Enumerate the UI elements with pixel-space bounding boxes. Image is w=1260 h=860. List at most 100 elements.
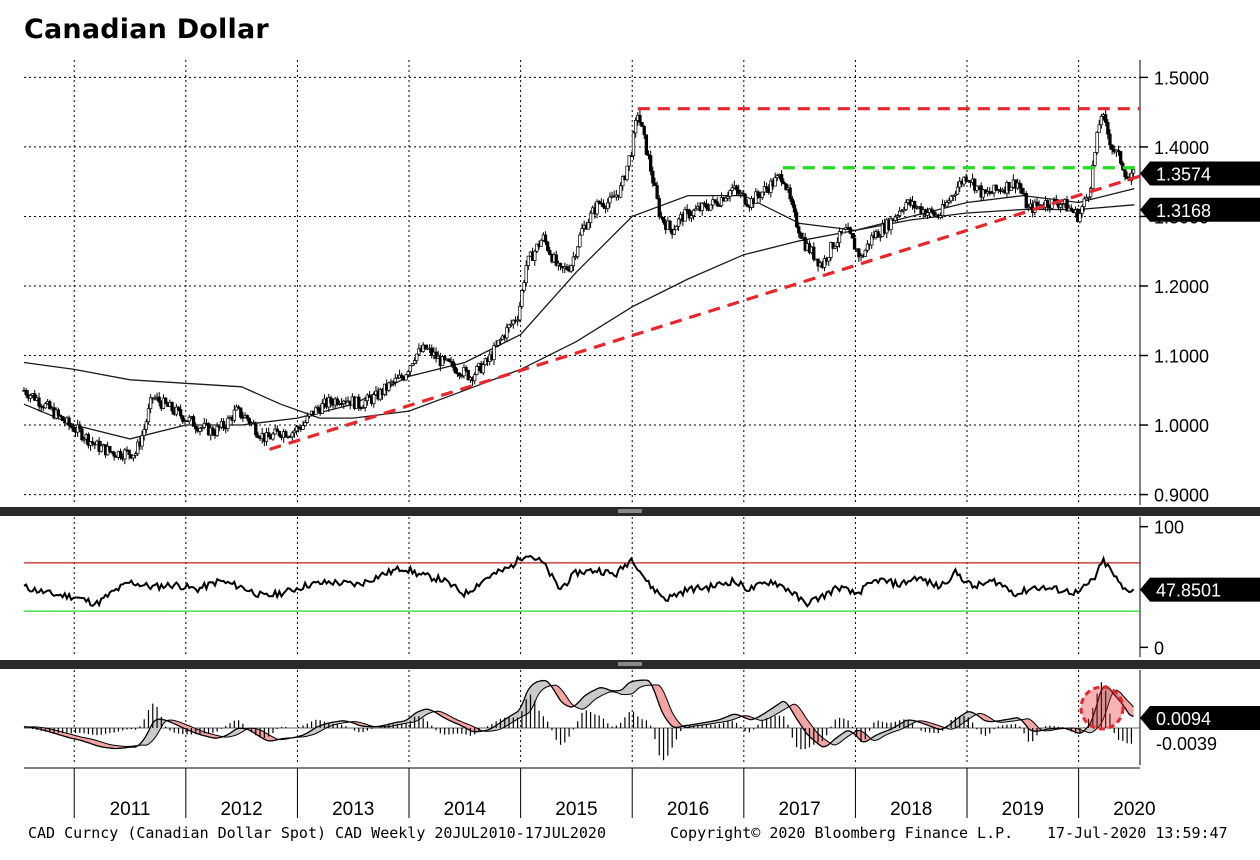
macd-fill — [768, 709, 771, 719]
candle-body — [123, 449, 127, 460]
candle-body — [775, 175, 779, 179]
macd-fill — [841, 732, 844, 742]
macd-fill — [642, 680, 645, 687]
candle-body — [947, 200, 951, 203]
candle-body — [37, 397, 41, 407]
candle-body — [981, 189, 985, 198]
candle-body — [569, 265, 573, 272]
candle-body — [764, 186, 769, 189]
candle-body — [301, 425, 305, 430]
candle-body — [779, 174, 784, 183]
candle-body — [578, 234, 582, 248]
chart-title: Canadian Dollar — [24, 14, 269, 45]
macd-fill — [103, 742, 106, 748]
macd-fill — [732, 714, 735, 720]
candle-body — [442, 356, 447, 361]
candle-body — [518, 306, 522, 321]
candle-body — [56, 409, 60, 416]
candle-body — [290, 432, 294, 438]
macd-fill — [639, 680, 643, 688]
candle-body — [400, 374, 404, 379]
macd-fill — [635, 680, 638, 691]
x-axis-year-label: 2014 — [444, 799, 487, 820]
macd-fill — [727, 715, 731, 722]
candle-body — [646, 154, 651, 156]
candle-body — [78, 424, 82, 430]
candle-body — [82, 438, 86, 441]
macd-fill — [554, 685, 557, 694]
level-line — [269, 174, 1141, 451]
candle-body — [408, 365, 412, 373]
macd-fill — [536, 681, 540, 698]
candle-body — [546, 241, 550, 251]
candle-body — [829, 242, 833, 258]
candle-body — [28, 395, 33, 399]
candle-body — [558, 262, 563, 267]
candle-body — [423, 344, 427, 350]
candle-body — [902, 209, 906, 212]
macd-fill — [968, 711, 971, 720]
macd-fill — [876, 734, 879, 741]
candle-body — [713, 199, 717, 203]
price-axis: 0.90001.00001.10001.20001.30001.40001.50… — [24, 60, 1209, 506]
candle-body — [719, 197, 724, 207]
candle-body — [1024, 192, 1028, 209]
candle-body — [1116, 149, 1121, 152]
candle-body — [176, 406, 181, 410]
macd-fill — [94, 740, 97, 746]
candle-body — [629, 155, 634, 158]
candle-body — [990, 192, 994, 195]
macd-fill — [597, 687, 600, 699]
macd-fill — [837, 735, 840, 745]
candle-body — [938, 215, 943, 218]
candle-body — [372, 394, 376, 404]
candle-body — [494, 344, 498, 347]
macd-fill — [803, 713, 806, 732]
candle-body — [148, 397, 153, 410]
candle-body — [724, 197, 728, 202]
candle-body — [294, 426, 299, 432]
panel-grip-2 — [618, 662, 642, 666]
candle-body — [1069, 207, 1073, 211]
candle-body — [1018, 182, 1022, 189]
macd-fill — [762, 713, 765, 721]
candle-body — [451, 361, 455, 368]
candle-body — [112, 452, 116, 457]
candle-body — [1123, 169, 1127, 178]
candle-body — [769, 180, 773, 193]
candle-body — [799, 232, 803, 239]
macd-signal-value: -0.0039 — [1156, 734, 1217, 754]
candle-body — [1080, 206, 1084, 214]
candle-body — [498, 339, 503, 342]
rsi-value-badge-shape — [1140, 577, 1260, 602]
candle-body — [618, 185, 623, 198]
macd-fill — [1028, 718, 1031, 731]
candle-body — [91, 441, 95, 444]
candle-body — [865, 243, 870, 251]
price-tick-label: 1.2000 — [1154, 277, 1209, 297]
rsi-value-badge: 47.8501 — [1140, 577, 1260, 602]
candle-body — [71, 426, 76, 432]
candle-body — [743, 193, 747, 205]
candle-body — [80, 428, 84, 441]
candle-body — [702, 202, 706, 205]
candle-body — [1099, 115, 1104, 126]
candle-body — [458, 372, 462, 377]
price-tick-label: 1.1000 — [1154, 347, 1209, 367]
candle-body — [410, 363, 415, 366]
macd-fill — [781, 701, 784, 712]
candle-body — [994, 184, 998, 191]
candle-body — [415, 353, 419, 361]
candle-body — [140, 435, 144, 447]
candle-body — [1026, 206, 1031, 209]
candle-body — [24, 390, 28, 396]
candle-body — [157, 396, 161, 403]
candle-body — [930, 208, 934, 212]
macd-fill — [592, 689, 595, 702]
macd-fill — [582, 696, 585, 710]
candle-body — [756, 191, 760, 197]
candle-body — [627, 155, 631, 167]
candle-body — [621, 176, 625, 187]
price-candles — [22, 109, 1136, 465]
candle-body — [221, 421, 226, 429]
